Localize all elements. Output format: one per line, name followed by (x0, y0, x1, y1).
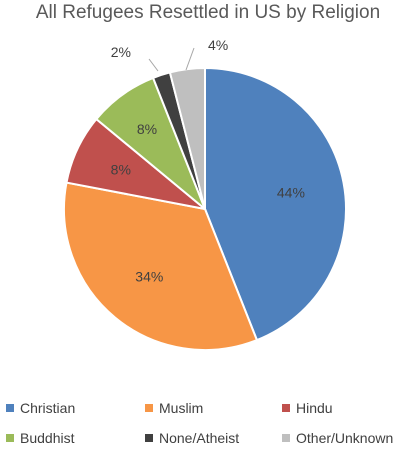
legend-label: Christian (20, 400, 76, 416)
legend-item-buddhist: Buddhist (6, 430, 74, 446)
legend-label: Buddhist (20, 430, 75, 446)
data-label-buddhist: 8% (137, 121, 157, 137)
legend-swatch (6, 404, 14, 412)
legend-item-hindu: Hindu (282, 400, 333, 416)
data-label-muslim: 34% (135, 268, 163, 284)
legend-swatch (282, 404, 290, 412)
legend-label: Muslim (159, 400, 204, 416)
legend-swatch (145, 434, 153, 442)
legend-item-none-atheist: None/Atheist (145, 430, 239, 446)
data-label-christian: 44% (277, 185, 305, 201)
data-label-hindu: 8% (111, 161, 131, 177)
slice-christian (204, 66, 347, 342)
legend-item-muslim: Muslim (145, 400, 203, 416)
slice-other-unknown (168, 66, 206, 210)
legend-swatch (145, 404, 153, 412)
data-label-none-atheist: 2% (111, 44, 131, 60)
chart-title: All Refugees Resettled in US by Religion (35, 2, 381, 23)
legend: Christian Muslim Hindu Buddhist None/Atheist… (0, 396, 416, 454)
legend-item-christian: Christian (6, 400, 75, 416)
legend-swatch (6, 434, 14, 442)
slice-muslim (63, 181, 259, 351)
legend-label: None/Atheist (159, 430, 240, 446)
legend-label: Other/Unknown (296, 430, 394, 446)
legend-swatch (282, 434, 290, 442)
pie-chart: 44% 34% 8% 8% 2% 4% (63, 37, 347, 351)
leader-line (185, 47, 195, 71)
data-label-other-unknown: 4% (208, 37, 228, 53)
legend-item-other-unknown: Other/Unknown (282, 430, 393, 446)
leader-line (148, 58, 159, 72)
legend-label: Hindu (296, 400, 333, 416)
